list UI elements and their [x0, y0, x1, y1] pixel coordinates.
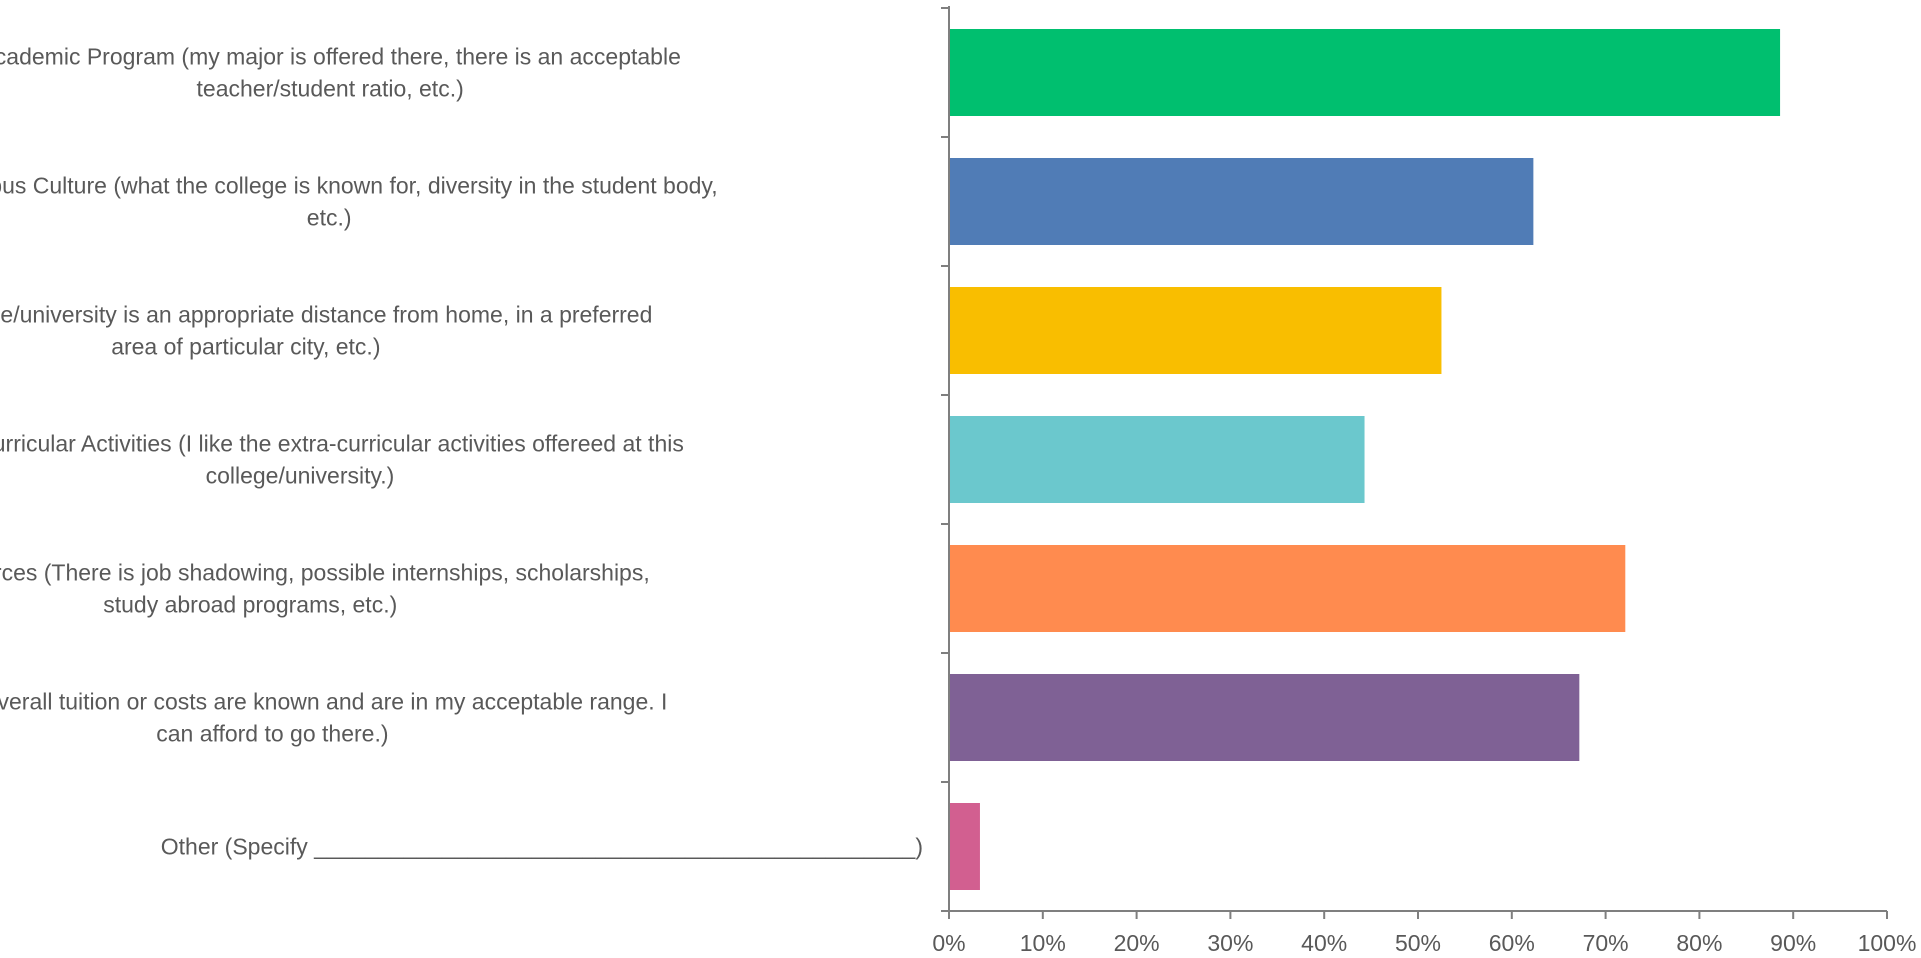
x-tick-labels: 0% 10% 20% 30% 40% 50% 60% 70% 80% 90% 100% — [932, 930, 1916, 956]
x-tick-label-0pct: 0% — [932, 930, 965, 956]
bar-7 — [949, 803, 980, 890]
category-label-1: Academic Program (my major is offered th… — [0, 44, 681, 102]
category-label-7: Other (Specify _________________________… — [161, 834, 923, 860]
category-label-line: can afford to go there.) — [156, 721, 388, 747]
x-tick-label-10pct: 10% — [1020, 930, 1066, 956]
x-tick-label-40pct: 40% — [1301, 930, 1347, 956]
bar-2 — [949, 158, 1534, 245]
x-tick-label-90pct: 90% — [1770, 930, 1816, 956]
bar-1 — [949, 29, 1781, 116]
x-tick-label-20pct: 20% — [1114, 930, 1160, 956]
x-tick-label-100pct: 100% — [1858, 930, 1917, 956]
category-label-line: Extra Curricular Activities (I like the … — [0, 431, 684, 457]
category-label-line: Academic Program (my major is offered th… — [0, 44, 681, 70]
axes-group — [941, 6, 1888, 919]
category-label-2: Campus Culture (what the college is know… — [0, 173, 718, 231]
category-label-line: area of particular city, etc.) — [111, 334, 380, 360]
category-label-line: Other (Specify _________________________… — [161, 834, 923, 860]
x-tick-label-80pct: 80% — [1676, 930, 1722, 956]
category-label-line: study abroad programs, etc.) — [103, 592, 397, 618]
category-label-line: Location (college/university is an appro… — [0, 302, 652, 328]
category-label-3: Location (college/university is an appro… — [0, 302, 652, 360]
category-label-line: Cost (The overall tuition or costs are k… — [0, 689, 667, 715]
x-tick-label-50pct: 50% — [1395, 930, 1441, 956]
category-label-line: Career Resources (There is job shadowing… — [0, 560, 650, 586]
x-tick-label-30pct: 30% — [1207, 930, 1253, 956]
bars-group — [949, 29, 1781, 890]
category-label-line: teacher/student ratio, etc.) — [197, 76, 464, 102]
x-tick-label-70pct: 70% — [1583, 930, 1629, 956]
category-label-5: Career Resources (There is job shadowing… — [0, 560, 650, 618]
x-tick-label-60pct: 60% — [1489, 930, 1535, 956]
bar-4 — [949, 416, 1365, 503]
category-label-6: Cost (The overall tuition or costs are k… — [0, 689, 667, 747]
bar-5 — [949, 545, 1626, 632]
category-label-line: etc.) — [307, 205, 352, 231]
category-label-line: Campus Culture (what the college is know… — [0, 173, 718, 199]
category-label-line: college/university.) — [206, 463, 395, 489]
category-labels: Academic Program (my major is offered th… — [0, 44, 923, 860]
bar-3 — [949, 287, 1442, 374]
category-label-4: Extra Curricular Activities (I like the … — [0, 431, 684, 489]
bar-6 — [949, 674, 1580, 761]
